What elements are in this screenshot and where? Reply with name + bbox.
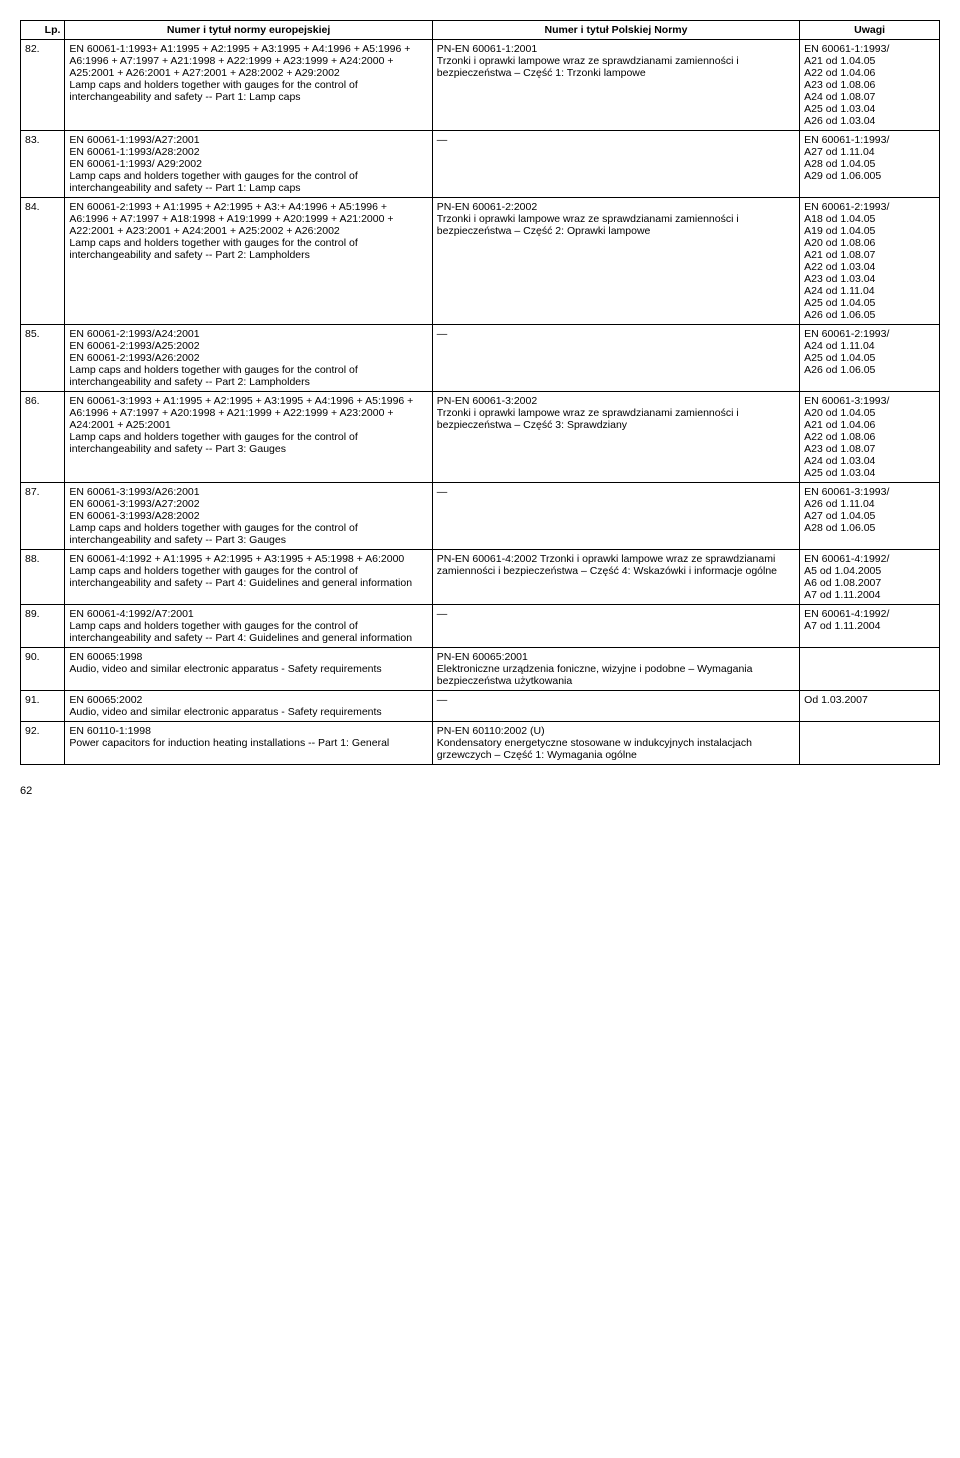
page-number: 62 — [20, 785, 940, 797]
cell-uw: EN 60061-1:1993/ A27 od 1.11.04 A28 od 1… — [800, 131, 940, 198]
cell-pn: PN-EN 60061-4:2002 Trzonki i oprawki lam… — [432, 550, 799, 605]
cell-uw: EN 60061-3:1993/ A26 od 1.11.04 A27 od 1… — [800, 483, 940, 550]
cell-pn: — — [432, 483, 799, 550]
cell-lp: 85. — [21, 325, 65, 392]
cell-eu: EN 60110-1:1998 Power capacitors for ind… — [65, 722, 432, 765]
cell-eu: EN 60061-4:1992 + A1:1995 + A2:1995 + A3… — [65, 550, 432, 605]
cell-eu: EN 60061-4:1992/A7:2001 Lamp caps and ho… — [65, 605, 432, 648]
cell-pn: — — [432, 691, 799, 722]
header-lp: Lp. — [21, 21, 65, 40]
cell-pn: PN-EN 60110:2002 (U) Kondensatory energe… — [432, 722, 799, 765]
table-row: 83.EN 60061-1:1993/A27:2001 EN 60061-1:1… — [21, 131, 940, 198]
cell-lp: 86. — [21, 392, 65, 483]
standards-table: Lp. Numer i tytuł normy europejskiej Num… — [20, 20, 940, 765]
cell-eu: EN 60061-3:1993/A26:2001 EN 60061-3:1993… — [65, 483, 432, 550]
cell-lp: 89. — [21, 605, 65, 648]
cell-lp: 90. — [21, 648, 65, 691]
header-uw: Uwagi — [800, 21, 940, 40]
cell-eu: EN 60065:1998 Audio, video and similar e… — [65, 648, 432, 691]
table-row: 91.EN 60065:2002 Audio, video and simila… — [21, 691, 940, 722]
table-row: 82.EN 60061-1:1993+ A1:1995 + A2:1995 + … — [21, 40, 940, 131]
cell-uw: EN 60061-3:1993/ A20 od 1.04.05 A21 od 1… — [800, 392, 940, 483]
table-row: 88.EN 60061-4:1992 + A1:1995 + A2:1995 +… — [21, 550, 940, 605]
cell-lp: 84. — [21, 198, 65, 325]
cell-lp: 92. — [21, 722, 65, 765]
cell-uw — [800, 722, 940, 765]
cell-uw: Od 1.03.2007 — [800, 691, 940, 722]
table-row: 85.EN 60061-2:1993/A24:2001 EN 60061-2:1… — [21, 325, 940, 392]
cell-eu: EN 60065:2002 Audio, video and similar e… — [65, 691, 432, 722]
cell-uw — [800, 648, 940, 691]
cell-pn: — — [432, 131, 799, 198]
cell-pn: PN-EN 60061-1:2001 Trzonki i oprawki lam… — [432, 40, 799, 131]
cell-pn: PN-EN 60061-3:2002 Trzonki i oprawki lam… — [432, 392, 799, 483]
cell-pn: — — [432, 325, 799, 392]
table-row: 86.EN 60061-3:1993 + A1:1995 + A2:1995 +… — [21, 392, 940, 483]
cell-lp: 83. — [21, 131, 65, 198]
table-row: 92.EN 60110-1:1998 Power capacitors for … — [21, 722, 940, 765]
cell-pn: PN-EN 60065:2001 Elektroniczne urządzeni… — [432, 648, 799, 691]
table-row: 90.EN 60065:1998 Audio, video and simila… — [21, 648, 940, 691]
cell-lp: 87. — [21, 483, 65, 550]
cell-pn: PN-EN 60061-2:2002 Trzonki i oprawki lam… — [432, 198, 799, 325]
table-row: 84.EN 60061-2:1993 + A1:1995 + A2:1995 +… — [21, 198, 940, 325]
header-pn: Numer i tytuł Polskiej Normy — [432, 21, 799, 40]
cell-eu: EN 60061-3:1993 + A1:1995 + A2:1995 + A3… — [65, 392, 432, 483]
cell-uw: EN 60061-2:1993/ A24 od 1.11.04 A25 od 1… — [800, 325, 940, 392]
cell-uw: EN 60061-2:1993/ A18 od 1.04.05 A19 od 1… — [800, 198, 940, 325]
header-eu: Numer i tytuł normy europejskiej — [65, 21, 432, 40]
cell-pn: — — [432, 605, 799, 648]
cell-lp: 91. — [21, 691, 65, 722]
table-row: 87.EN 60061-3:1993/A26:2001 EN 60061-3:1… — [21, 483, 940, 550]
cell-uw: EN 60061-4:1992/ A5 od 1.04.2005 A6 od 1… — [800, 550, 940, 605]
cell-eu: EN 60061-1:1993+ A1:1995 + A2:1995 + A3:… — [65, 40, 432, 131]
cell-eu: EN 60061-2:1993/A24:2001 EN 60061-2:1993… — [65, 325, 432, 392]
cell-uw: EN 60061-1:1993/ A21 od 1.04.05 A22 od 1… — [800, 40, 940, 131]
cell-lp: 82. — [21, 40, 65, 131]
table-row: 89.EN 60061-4:1992/A7:2001 Lamp caps and… — [21, 605, 940, 648]
cell-lp: 88. — [21, 550, 65, 605]
cell-uw: EN 60061-4:1992/ A7 od 1.11.2004 — [800, 605, 940, 648]
cell-eu: EN 60061-1:1993/A27:2001 EN 60061-1:1993… — [65, 131, 432, 198]
cell-eu: EN 60061-2:1993 + A1:1995 + A2:1995 + A3… — [65, 198, 432, 325]
